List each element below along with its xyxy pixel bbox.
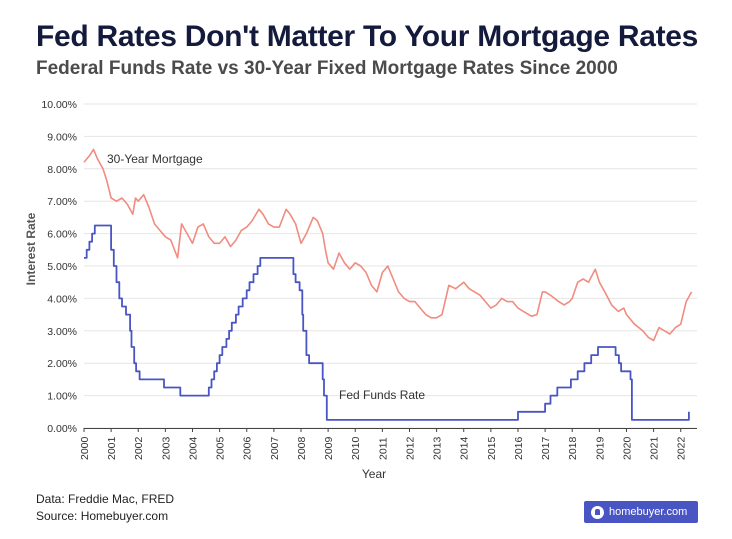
x-tick-label: 2021 [649,436,661,460]
series-lines [83,148,693,421]
y-axis-ticks: 0.00% 1.00% 2.00% 3.00% 4.00% 5.00% 6.00% 7.00%… [41,99,77,435]
y-tick-label: 5.00% [47,261,77,273]
y-tick-label: 8.00% [47,164,77,176]
x-tick-label: 2010 [350,436,362,460]
x-tick-label: 2006 [242,436,254,460]
y-tick-label: 0.00% [47,423,77,435]
x-tick-label: 2022 [676,436,688,460]
y-tick-label: 1.00% [47,391,77,403]
y-axis-label: Interest Rate [24,212,38,285]
x-tick-label: 2018 [567,436,579,460]
x-tick-label: 2000 [79,436,91,460]
mortgage-series-label: 30-Year Mortgage [107,152,203,166]
series-labels: 30-Year Mortgage Fed Funds Rate [107,152,425,402]
x-tick-label: 2015 [486,436,498,460]
x-tick-label: 2011 [377,437,389,460]
y-tick-label: 7.00% [47,196,77,208]
x-tick-label: 2009 [323,436,335,460]
house-icon [591,505,604,519]
fed-series-label: Fed Funds Rate [339,388,425,402]
y-tick-label: 10.00% [41,99,77,111]
y-tick-label: 3.00% [47,326,77,338]
mortgage-rate-line [83,148,693,342]
x-tick-label: 2014 [459,436,471,460]
x-tick-label: 2019 [594,436,606,460]
source-credit: Source: Homebuyer.com [36,509,169,523]
fed-funds-rate-line [84,224,690,421]
logo-text: homebuyer.com [609,506,688,518]
y-tick-label: 9.00% [47,131,77,143]
x-tick-label: 2002 [133,436,145,460]
data-credit: Data: Freddie Mac, FRED [36,492,175,506]
x-tick-label: 2017 [540,436,552,460]
y-tick-label: 4.00% [47,293,77,305]
homebuyer-logo[interactable]: homebuyer.com [584,501,698,523]
x-tick-label: 2007 [269,436,281,460]
footer-credits: Data: Freddie Mac, FRED Source: Homebuye… [36,491,174,525]
chart-title: Fed Rates Don't Matter To Your Mortgage … [36,20,699,53]
x-tick-label: 2008 [296,436,308,460]
x-tick-label: 2005 [215,436,227,460]
x-tick-label: 2004 [187,436,199,460]
x-tick-label: 2020 [621,436,633,460]
x-axis-label: Year [362,467,386,481]
x-tick-label: 2003 [160,436,172,460]
y-tick-label: 2.00% [47,358,77,370]
x-tick-label: 2001 [106,436,118,460]
x-tick-label: 2016 [513,436,525,460]
chart-subtitle: Federal Funds Rate vs 30-Year Fixed Mort… [36,58,618,79]
y-tick-label: 6.00% [47,229,77,241]
x-tick-label: 2012 [404,436,416,460]
x-axis-ticks: 2000 2001 2002 2003 2004 2005 2006 2007 2008 2009… [79,428,688,460]
x-tick-label: 2013 [432,436,444,460]
